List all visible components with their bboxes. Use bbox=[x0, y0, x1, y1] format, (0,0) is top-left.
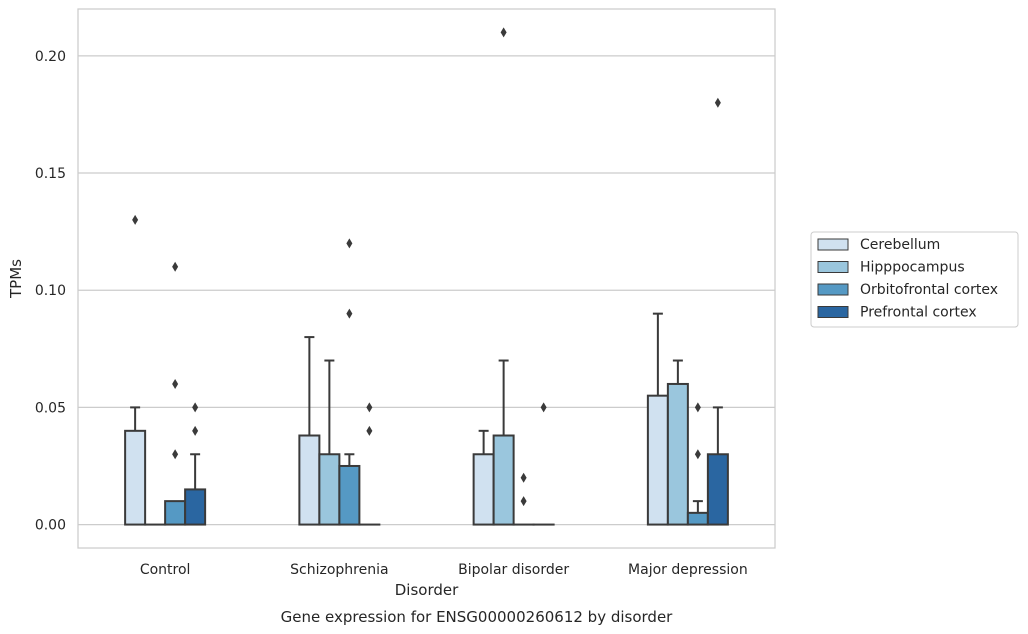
bar bbox=[124, 429, 147, 526]
bar bbox=[164, 500, 187, 526]
y-tick-label: 0.00 bbox=[35, 518, 66, 534]
outlier-point bbox=[172, 378, 179, 389]
bar bbox=[666, 382, 689, 526]
legend-label: Hipppocampus bbox=[860, 260, 965, 276]
legend-label: Prefrontal cortex bbox=[860, 305, 977, 321]
y-tick-labels: 0.00 0.05 0.10 0.15 0.20 bbox=[35, 49, 66, 534]
y-tick-label: 0.20 bbox=[35, 49, 66, 65]
y-tick-label: 0.10 bbox=[35, 283, 66, 299]
y-tick-label: 0.15 bbox=[35, 166, 66, 182]
outlier-point bbox=[346, 308, 353, 319]
outlier-point bbox=[132, 214, 139, 225]
outlier-point bbox=[694, 449, 701, 460]
bar bbox=[184, 488, 207, 526]
bar bbox=[338, 464, 361, 526]
legend-swatch bbox=[817, 283, 849, 296]
outlier-point bbox=[520, 472, 527, 483]
outlier-point bbox=[366, 425, 373, 436]
legend-swatch bbox=[817, 261, 849, 273]
chart-caption: Gene expression for ENSG00000260612 by d… bbox=[281, 608, 674, 626]
legend-swatch bbox=[817, 306, 849, 318]
outlier-point bbox=[520, 496, 527, 507]
bar bbox=[472, 453, 495, 526]
x-tick-label: Major depression bbox=[628, 562, 748, 578]
legend: Cerebellum Hipppocampus Orbitofrontal cort… bbox=[810, 231, 1019, 328]
outlier-point bbox=[694, 402, 701, 413]
y-tick-label: 0.05 bbox=[35, 400, 66, 416]
outlier-point bbox=[346, 238, 353, 249]
legend-box bbox=[810, 231, 1019, 328]
x-axis-label: Disorder bbox=[395, 581, 459, 599]
bar bbox=[706, 453, 729, 526]
outlier-point bbox=[192, 425, 199, 436]
bar bbox=[646, 394, 669, 526]
outlier-point bbox=[172, 261, 179, 272]
plot-frame bbox=[77, 8, 776, 549]
outlier-point bbox=[172, 449, 179, 460]
legend-swatch bbox=[817, 238, 849, 251]
legend-label: Orbitofrontal cortex bbox=[860, 282, 998, 298]
bar bbox=[492, 434, 515, 526]
outlier-point bbox=[500, 27, 507, 38]
legend-label: Cerebellum bbox=[860, 237, 940, 253]
bars bbox=[124, 382, 729, 526]
outlier-point bbox=[366, 402, 373, 413]
outliers bbox=[132, 27, 721, 507]
bar bbox=[298, 434, 321, 526]
x-tick-label: Bipolar disorder bbox=[458, 562, 569, 578]
outlier-point bbox=[540, 402, 547, 413]
x-tick-label: Schizophrenia bbox=[290, 562, 388, 578]
error-bars bbox=[130, 312, 723, 513]
bar bbox=[318, 453, 341, 526]
bar bbox=[686, 511, 709, 526]
x-tick-labels: Control Schizophrenia Bipolar disorder Majo… bbox=[140, 562, 748, 578]
outlier-point bbox=[192, 402, 199, 413]
x-tick-label: Control bbox=[140, 562, 191, 578]
y-axis-label: TPMs bbox=[7, 259, 25, 299]
outlier-point bbox=[714, 97, 721, 108]
